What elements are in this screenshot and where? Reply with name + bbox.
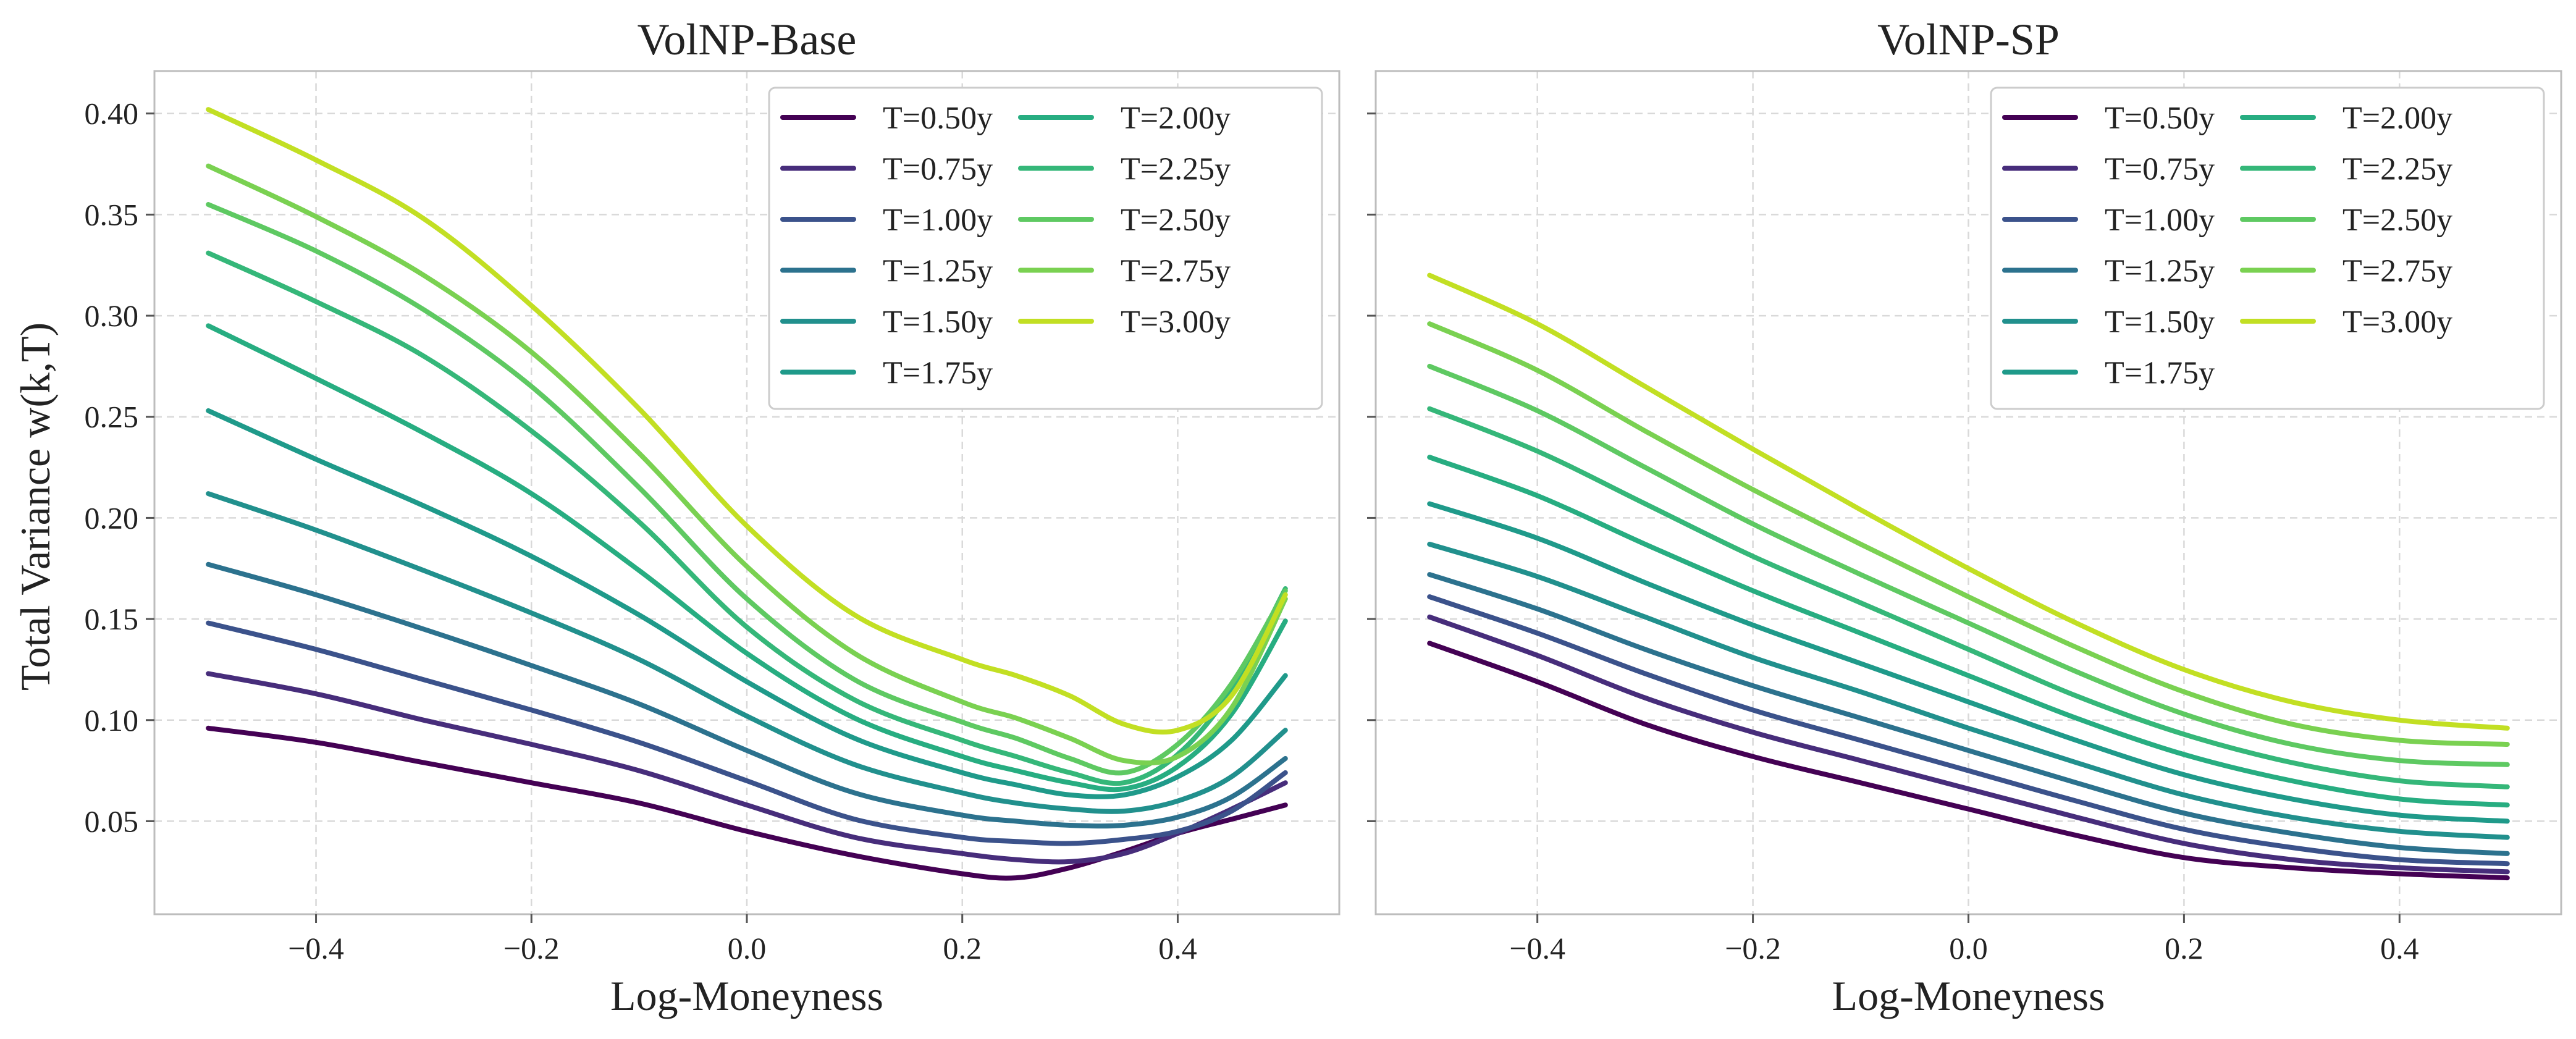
x-tick-label: −0.4 <box>288 931 344 965</box>
axis-ticks: −0.4 −0.2 0.0 0.2 0.4 <box>1367 112 2419 965</box>
legend-label: T=1.50y <box>883 305 993 340</box>
series-lines <box>206 107 1288 881</box>
legend-label: T=1.25y <box>883 254 993 289</box>
legend-label: T=2.50y <box>2342 203 2452 238</box>
legend-label: T=0.75y <box>883 152 993 187</box>
series-line-t-2-50y <box>1427 363 2510 767</box>
series-line-t-2-00y <box>1427 455 2510 808</box>
x-tick-label: −0.4 <box>1509 931 1565 965</box>
series-line-t-1-50y <box>1427 542 2510 840</box>
legend-frame <box>1990 86 2545 410</box>
legend-label: T=2.25y <box>2342 152 2452 187</box>
legend-label: T=2.00y <box>1121 101 1231 136</box>
legend-label: T=1.75y <box>2105 356 2215 391</box>
legend-label: T=0.75y <box>2105 152 2215 187</box>
y-tick-label: 0.25 <box>85 400 139 434</box>
chart-panel-volnp-base: −0.4 −0.2 0.0 0.2 0.4 0.05 0.10 0.15 0.20 0.25 0.3… <box>85 15 1341 1019</box>
series-line-t-0-75y <box>206 671 1288 865</box>
series-line-t-1-75y <box>1427 501 2510 824</box>
series-line-t-1-50y <box>206 491 1288 814</box>
y-tick-label: 0.20 <box>85 500 139 535</box>
legend-frame <box>768 86 1323 410</box>
legend-label: T=2.75y <box>2342 254 2452 289</box>
y-axis-label: Total Variance w(k,T) <box>12 322 59 691</box>
y-tick-label: 0.35 <box>85 197 139 232</box>
legend-label: T=2.50y <box>1121 203 1231 238</box>
x-tick-label: 0.0 <box>1949 931 1988 965</box>
legend-label: T=0.50y <box>2105 101 2215 136</box>
legend: T=0.50y T=0.75y T=1.00y T=1.25y T=1.50y T=1.7… <box>768 86 1323 410</box>
x-tick-label: −0.2 <box>503 931 560 965</box>
legend-label: T=2.25y <box>1121 152 1231 187</box>
chart-panel-volnp-sp: −0.4 −0.2 0.0 0.2 0.4 VolNP-SP Log-Moneyness… <box>1367 15 2562 1019</box>
series-line-t-1-75y <box>206 408 1288 799</box>
y-tick-label: 0.15 <box>85 602 139 636</box>
legend-label: T=3.00y <box>1121 305 1231 340</box>
series-line-t-2-50y <box>206 202 1288 776</box>
legend-label: T=2.75y <box>1121 254 1231 289</box>
series-line-t-1-00y <box>206 620 1288 846</box>
series-line-t-2-75y <box>206 163 1288 766</box>
y-tick-label: 0.10 <box>85 703 139 738</box>
series-line-t-3-00y <box>1427 272 2510 731</box>
x-tick-label: 0.2 <box>2165 931 2203 965</box>
legend-label: T=1.75y <box>883 356 993 391</box>
x-tick-label: 0.4 <box>1158 931 1197 965</box>
series-line-t-0-75y <box>1427 614 2510 875</box>
legend-label: T=1.00y <box>2105 203 2215 238</box>
series-line-t-3-00y <box>206 107 1288 735</box>
x-axis-label: Log-Moneyness <box>610 972 883 1019</box>
legend-label: T=2.00y <box>2342 101 2452 136</box>
x-tick-label: 0.4 <box>2380 931 2419 965</box>
series-line-t-1-25y <box>1427 572 2510 856</box>
series-line-t-0-50y <box>1427 641 2510 881</box>
series-line-t-2-75y <box>1427 321 2510 747</box>
legend: T=0.50y T=0.75y T=1.00y T=1.25y T=1.50y T=1.7… <box>1990 86 2545 410</box>
series-lines <box>1427 272 2510 881</box>
y-tick-label: 0.40 <box>85 96 139 131</box>
chart-title: VolNP-SP <box>1877 15 2060 64</box>
legend-label: T=0.50y <box>883 101 993 136</box>
legend-label: T=3.00y <box>2342 305 2452 340</box>
legend-label: T=1.50y <box>2105 305 2215 340</box>
x-tick-label: 0.0 <box>728 931 767 965</box>
legend-label: T=1.25y <box>2105 254 2215 289</box>
chart-title: VolNP-Base <box>638 15 857 64</box>
y-tick-label: 0.05 <box>85 804 139 838</box>
axis-ticks: −0.4 −0.2 0.0 0.2 0.4 0.05 0.10 0.15 0.20 0.25 0.3… <box>85 96 1197 965</box>
x-tick-label: 0.2 <box>943 931 982 965</box>
series-line-t-1-00y <box>1427 594 2510 867</box>
series-line-t-2-00y <box>206 323 1288 793</box>
y-tick-label: 0.30 <box>85 298 139 333</box>
legend-label: T=1.00y <box>883 203 993 238</box>
x-tick-label: −0.2 <box>1725 931 1781 965</box>
series-line-t-2-25y <box>1427 406 2510 789</box>
series-line-t-1-25y <box>206 562 1288 829</box>
x-axis-label: Log-Moneyness <box>1832 972 2105 1019</box>
